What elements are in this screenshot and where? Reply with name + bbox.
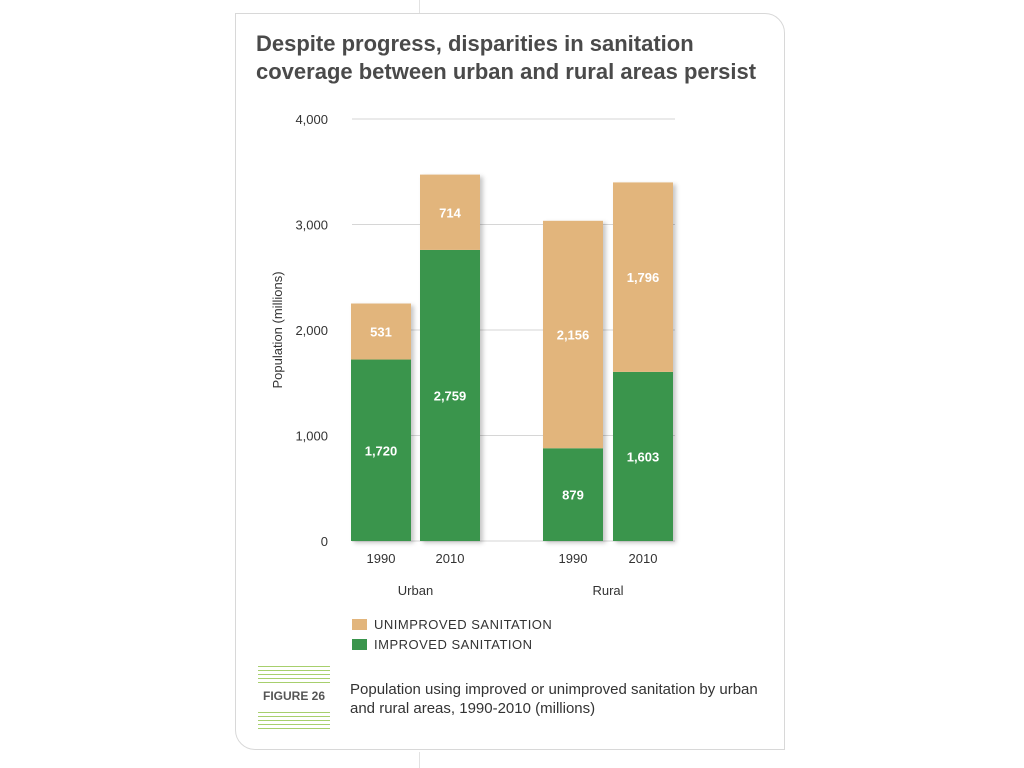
y-tick-label: 1,000 [295, 429, 328, 444]
x-tick-label: 1990 [367, 551, 396, 566]
bar-value-label: 1,720 [365, 443, 398, 458]
figure-stripes-top [258, 666, 330, 683]
bar-segment [351, 303, 411, 360]
figure-number: FIGURE 26 [262, 689, 325, 703]
x-tick-label: 1990 [559, 551, 588, 566]
page-guide-line-bottom [419, 752, 420, 768]
bar-segment [420, 249, 480, 541]
bar-segment [613, 182, 673, 372]
legend-swatch-improved [352, 638, 367, 650]
y-tick-label: 4,000 [295, 112, 328, 127]
figure-stripes-bottom [258, 712, 330, 729]
legend-label-improved: IMPROVED SANITATION [374, 636, 533, 652]
page-guide-line-top [419, 0, 420, 14]
x-tick-label: 2010 [629, 551, 658, 566]
bar-value-label: 2,759 [434, 388, 467, 403]
bar-value-label: 2,156 [557, 328, 590, 343]
legend-item-improved: IMPROVED SANITATION [352, 634, 552, 654]
legend: UNIMPROVED SANITATION IMPROVED SANITATIO… [352, 614, 552, 654]
x-tick-label: 2010 [436, 551, 465, 566]
y-axis-label: Population (millions) [270, 271, 285, 388]
y-tick-label: 3,000 [295, 218, 328, 233]
bar-value-label: 714 [439, 205, 461, 220]
y-tick-label: 0 [321, 534, 328, 549]
bar-value-label: 1,796 [627, 270, 660, 285]
bar-segment [613, 371, 673, 541]
x-group-label: Urban [398, 583, 433, 598]
bar-segment [543, 448, 603, 541]
bar-segment [351, 359, 411, 541]
bar-segment [543, 220, 603, 449]
chart-title: Despite progress, disparities in sanitat… [256, 31, 757, 84]
legend-label-unimproved: UNIMPROVED SANITATION [374, 616, 553, 632]
bar-value-label: 1,603 [627, 449, 660, 464]
legend-swatch-unimproved [352, 618, 367, 630]
legend-item-unimproved: UNIMPROVED SANITATION [352, 614, 552, 634]
figure-tag: FIGURE 26 [258, 664, 330, 732]
bar-value-label: 879 [562, 488, 584, 503]
x-group-label: Rural [592, 583, 623, 598]
figure-caption: Population using improved or unimproved … [350, 681, 758, 717]
bar-value-label: 531 [370, 325, 392, 340]
figure-card [235, 13, 785, 750]
bar-segment [420, 174, 480, 250]
stacked-bar-chart: 0 1,000 2,000 3,000 4,000 Population (million… [270, 112, 675, 598]
y-tick-label: 2,000 [295, 323, 328, 338]
